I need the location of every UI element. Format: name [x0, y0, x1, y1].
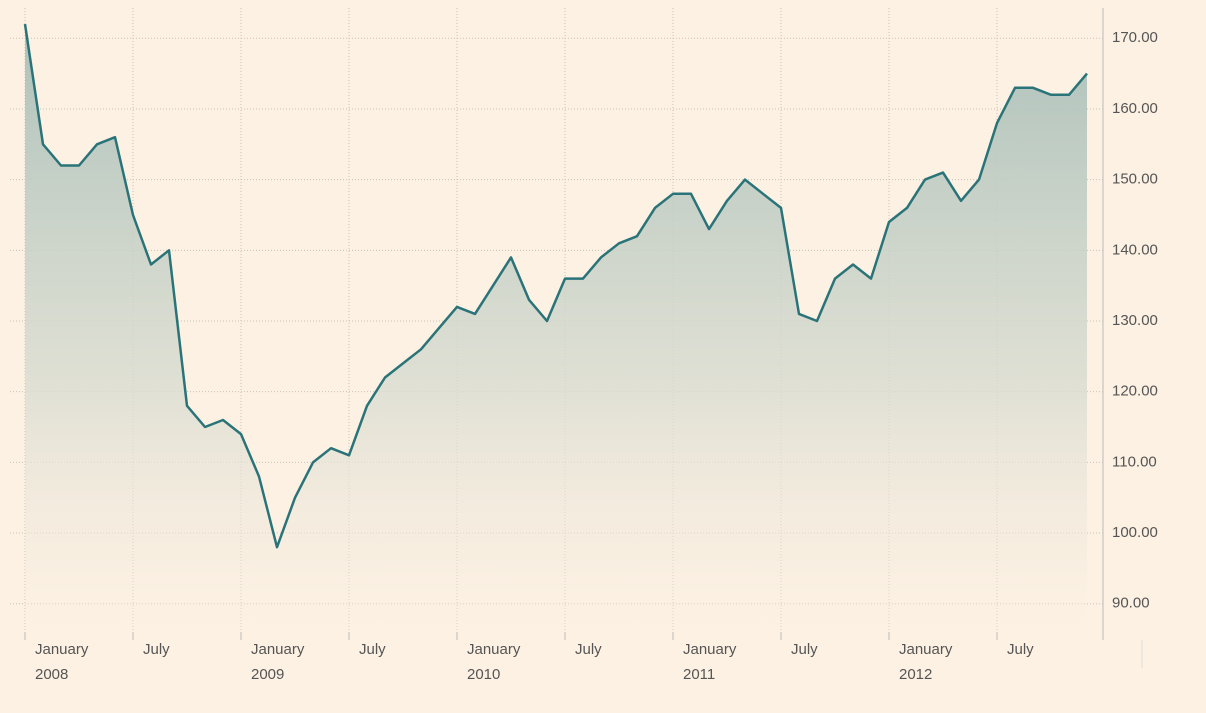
y-tick-label: 110.00 [1112, 453, 1157, 470]
x-tick-label: January [683, 641, 737, 658]
x-tick-label: July [1007, 641, 1034, 658]
x-tick-sublabel: 2009 [251, 666, 284, 683]
x-tick-label: July [143, 641, 170, 658]
x-tick-label: January [467, 641, 521, 658]
x-tick-label: July [575, 641, 602, 658]
area [25, 24, 1087, 633]
y-tick-label: 150.00 [1112, 171, 1158, 188]
y-tick-label: 130.00 [1112, 312, 1158, 329]
x-tick-sublabel: 2008 [35, 666, 68, 683]
y-tick-label: 160.00 [1112, 100, 1158, 117]
y-tick-label: 140.00 [1112, 241, 1158, 258]
x-tick-sublabel: 2010 [467, 666, 500, 683]
y-tick-label: 170.00 [1112, 29, 1158, 46]
y-tick-label: 100.00 [1112, 524, 1158, 541]
line [23, 23, 1088, 549]
x-tick-sublabel: 2012 [899, 666, 932, 683]
x-tick-label: January [899, 641, 953, 658]
y-tick-label: 120.00 [1112, 383, 1158, 400]
x-tick-label: January [35, 641, 89, 658]
x-tick-label: January [251, 641, 305, 658]
y-tick-label: 90.00 [1112, 595, 1150, 612]
x-tick-sublabel: 2011 [683, 666, 715, 683]
x-tick-label: July [359, 641, 386, 658]
x-tick-label: July [791, 641, 818, 658]
